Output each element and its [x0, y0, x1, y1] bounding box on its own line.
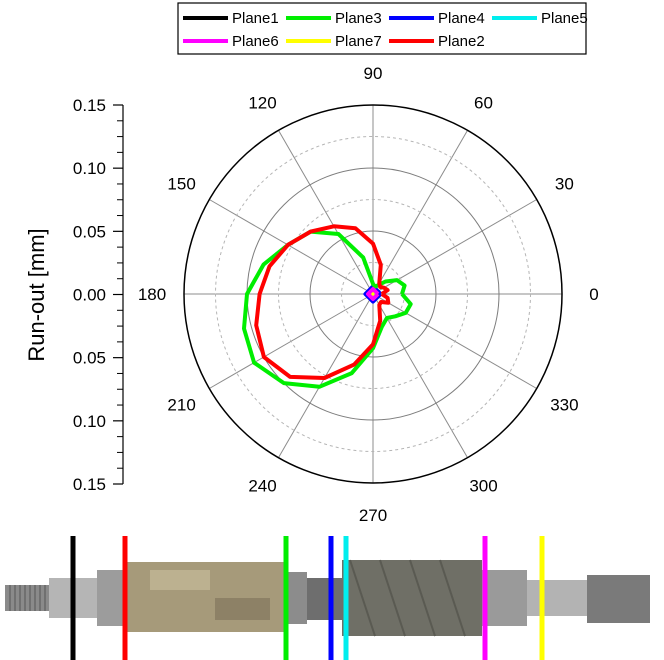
angle-tick-label: 0	[589, 285, 598, 304]
series-line-plane7	[369, 290, 376, 298]
angle-tick-label: 300	[469, 476, 497, 495]
angle-tick-label: 180	[138, 285, 166, 304]
series-line-plane3	[242, 229, 413, 389]
legend-frame	[177, 2, 587, 55]
angle-tick-label: 90	[364, 64, 383, 83]
radial-scale-axis: 0.15 0.10 0.05 0.00 0.05 0.10 0.15	[73, 96, 124, 494]
angle-tick-label: 30	[555, 175, 574, 194]
shaft-nut-left	[287, 572, 307, 624]
radial-tick-label: 0.05	[73, 222, 106, 241]
polar-series	[242, 224, 413, 389]
shaft-spacer	[307, 578, 342, 620]
series-line-plane6	[366, 287, 380, 301]
spoke-line	[209, 199, 374, 295]
shaft-rotor	[342, 560, 482, 636]
ring-line	[309, 230, 437, 358]
shaft-bearing-right	[482, 570, 527, 626]
angle-tick-label: 120	[248, 94, 276, 113]
legend-label-plane6: Plane6	[232, 33, 279, 50]
angle-tick-label: 330	[550, 396, 578, 415]
angle-tick-label: 240	[248, 476, 276, 495]
radial-tick-label: 0.05	[73, 349, 106, 368]
radial-tick-label: 0.00	[73, 286, 106, 305]
y-axis-label: Run-out [mm]	[24, 228, 49, 361]
angle-tick-label: 270	[359, 506, 387, 525]
radial-tick-label: 0.15	[73, 475, 106, 494]
legend-label-plane2: Plane2	[438, 33, 485, 50]
thread-pattern	[9, 585, 46, 611]
legend-label-plane3: Plane3	[335, 10, 382, 27]
spindle-shaft-photo	[5, 536, 650, 660]
legend-label-plane4: Plane4	[438, 10, 485, 27]
outer-circle	[183, 104, 563, 484]
polar-grid	[183, 104, 563, 484]
radial-tick-label: 0.10	[73, 412, 106, 431]
angle-tick-label: 60	[474, 94, 493, 113]
legend-label-plane7: Plane7	[335, 33, 382, 50]
angle-labels: 0 30 60 90 120 150 180 210 240 270 300 330	[138, 64, 599, 525]
angle-tick-label: 210	[167, 396, 195, 415]
legend-label-plane1: Plane1	[232, 10, 279, 27]
shaft-collar-right	[527, 580, 587, 616]
series-line-plane2	[254, 224, 391, 380]
shaft-nut-right	[587, 575, 650, 623]
shaft-step-left	[97, 570, 127, 626]
legend: Plane1 Plane3 Plane4 Plane5 Plane6 Plane7 Plan…	[177, 2, 588, 55]
ring-line	[215, 136, 531, 452]
rotor-winding-lines	[349, 559, 466, 637]
radial-tick-label: 0.15	[73, 96, 106, 115]
legend-label-plane5: Plane5	[541, 10, 588, 27]
angle-tick-label: 150	[167, 175, 195, 194]
shaft-threaded-end	[5, 585, 49, 611]
spoke-line	[278, 130, 374, 295]
polar-plot: 0 30 60 90 120 150 180 210 240 270 300 330	[138, 64, 599, 525]
plane-markers	[70, 536, 545, 660]
ring-line	[278, 199, 468, 389]
radial-tick-label: 0.10	[73, 159, 106, 178]
